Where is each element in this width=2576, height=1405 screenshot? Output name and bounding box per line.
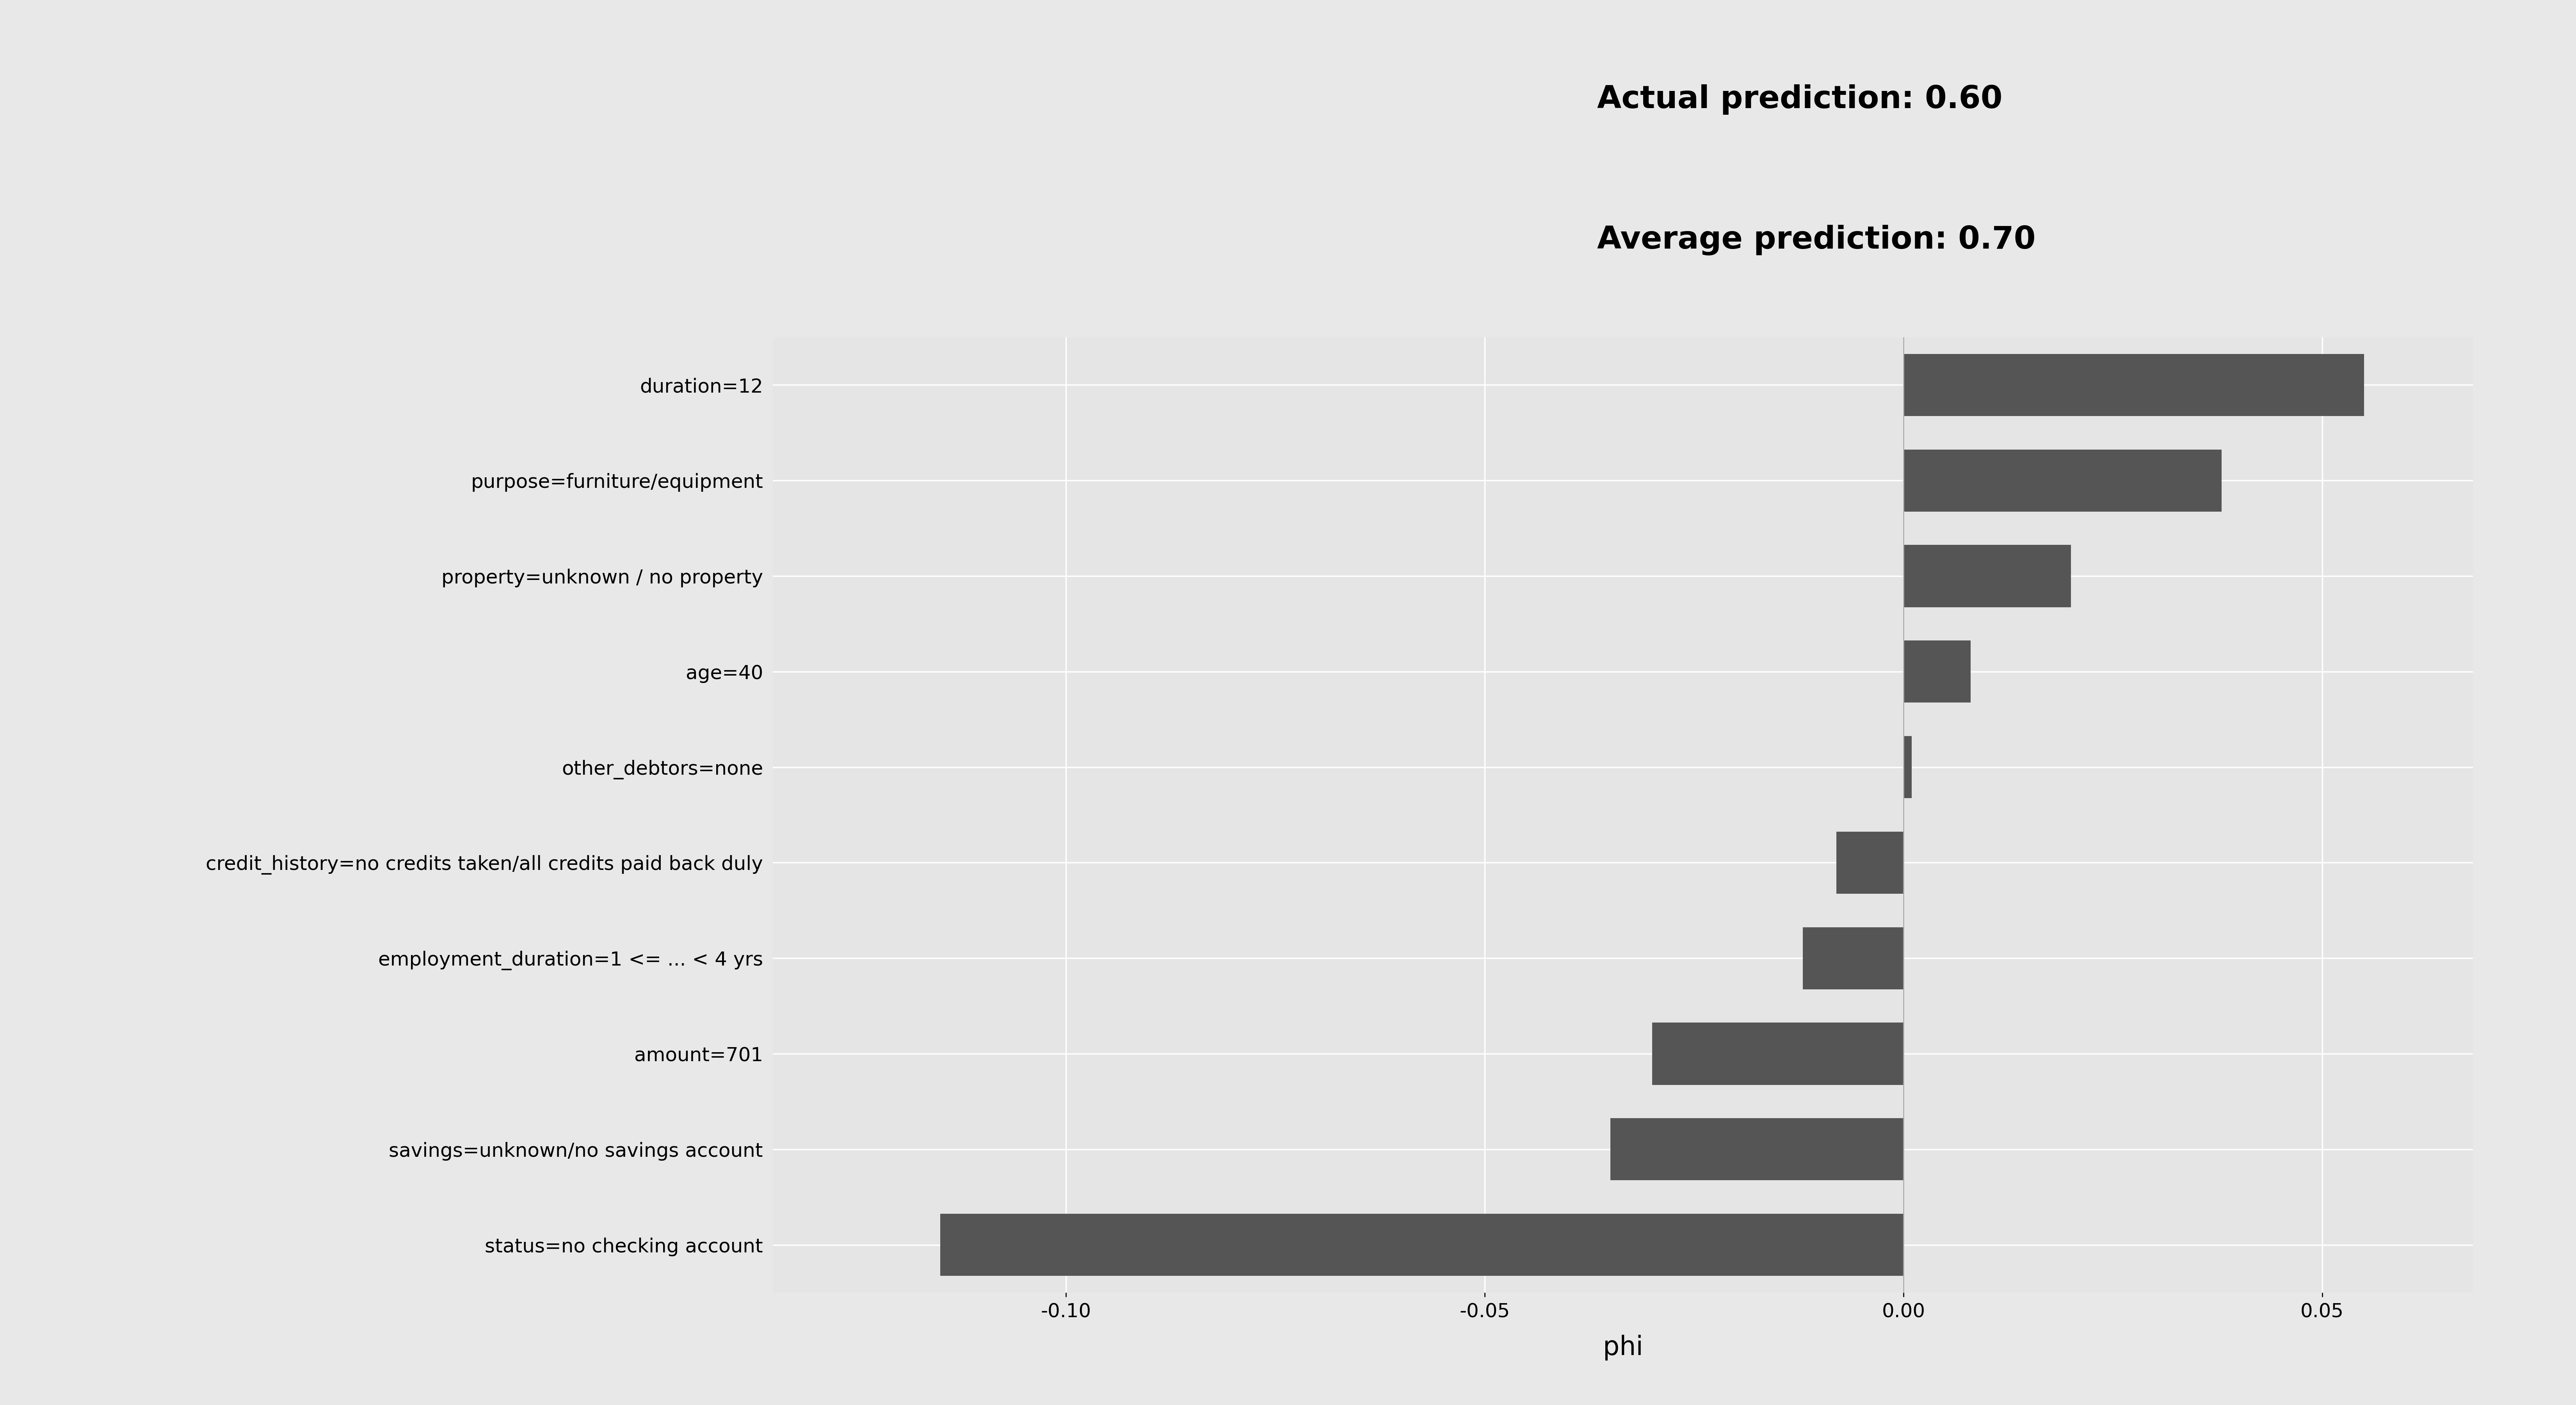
Bar <box>1904 545 2071 607</box>
Bar <box>1904 736 1911 798</box>
X-axis label: phi: phi <box>1602 1335 1643 1360</box>
Bar <box>1610 1118 1904 1180</box>
Bar <box>1837 832 1904 894</box>
Bar <box>940 1214 1904 1276</box>
Bar <box>1904 641 1971 702</box>
Bar <box>1904 354 2365 416</box>
Bar <box>1651 1023 1904 1085</box>
Bar <box>1904 450 2221 511</box>
Bar <box>1803 927 1904 989</box>
Text: Average prediction: 0.70: Average prediction: 0.70 <box>1597 225 2035 256</box>
Text: Actual prediction: 0.60: Actual prediction: 0.60 <box>1597 84 2002 115</box>
